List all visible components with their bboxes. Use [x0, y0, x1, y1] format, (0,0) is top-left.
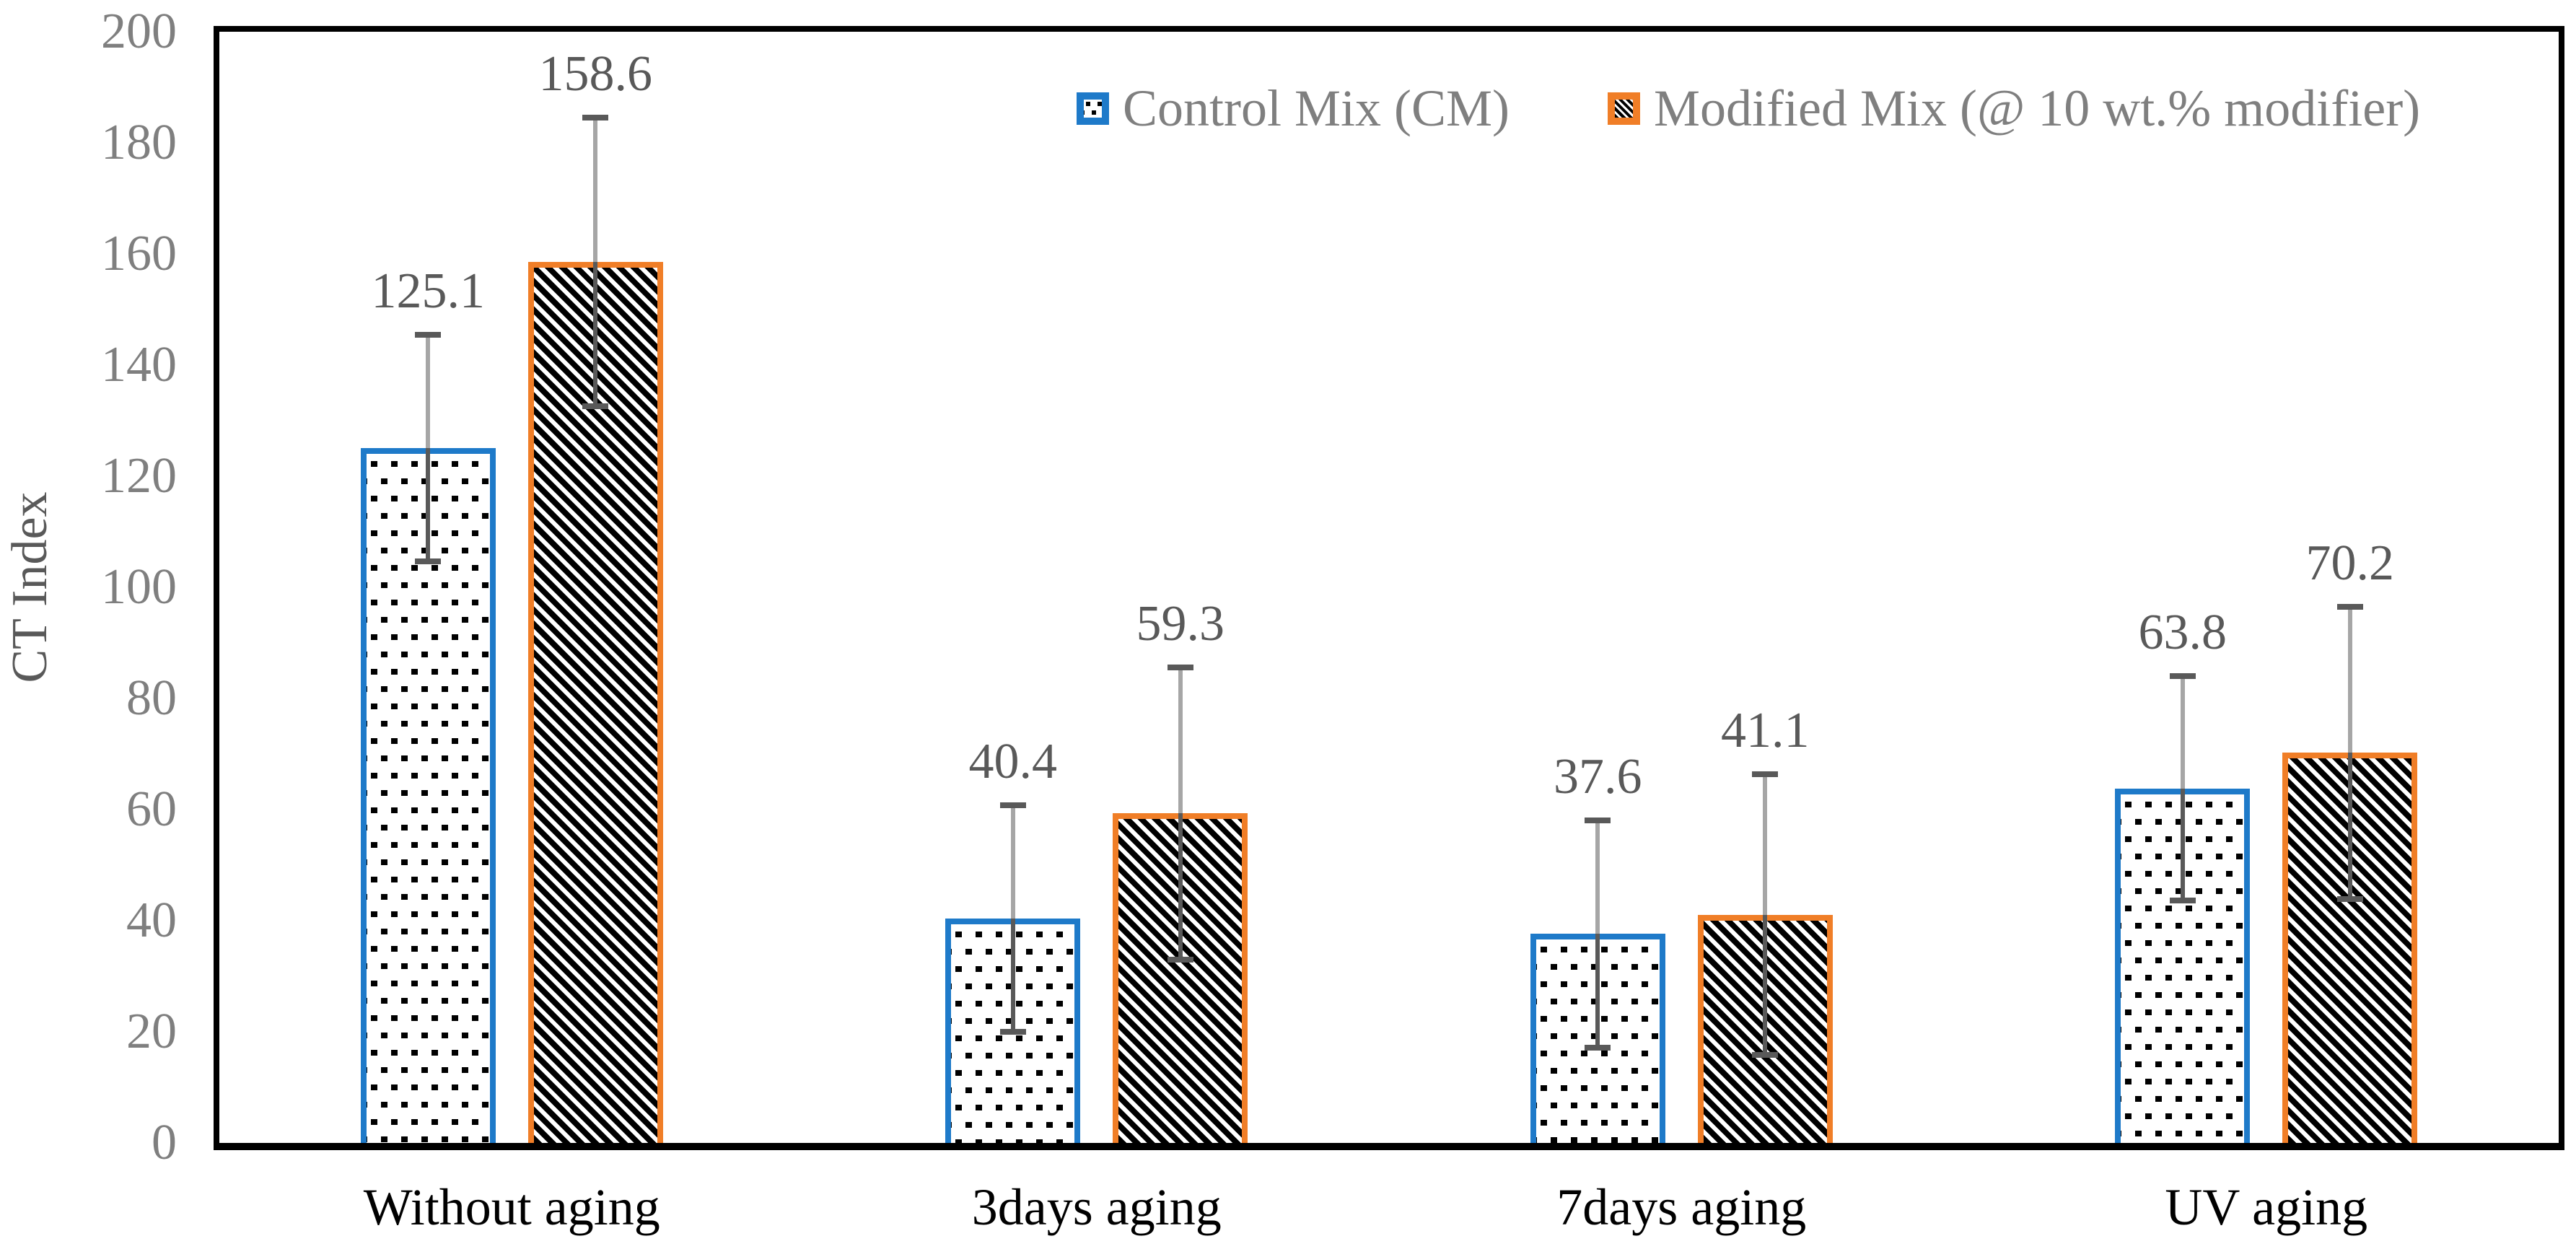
x-axis-category-label: 7days aging — [1556, 1178, 1807, 1236]
error-bar-bottom-cap — [582, 403, 609, 409]
y-axis-tick-label: 20 — [126, 1004, 177, 1059]
data-label: 125.1 — [371, 263, 486, 319]
error-bar-lower-line — [1763, 914, 1768, 1056]
x-axis-category-label: Without aging — [363, 1178, 660, 1236]
legend-key-control-mix — [1077, 92, 1109, 125]
error-bar-top-cap — [2169, 673, 2196, 680]
error-bar-lower-line — [426, 447, 431, 561]
error-bar-top-cap — [415, 331, 442, 338]
x-axis-line — [214, 1143, 2564, 1150]
y-axis-tick-label: 60 — [126, 781, 177, 837]
y-axis-tick-label: 100 — [101, 559, 177, 615]
error-bar-lower-line — [1178, 813, 1183, 960]
error-bar-lower-line — [593, 261, 598, 406]
data-label: 59.3 — [1136, 595, 1225, 652]
error-bar-top-cap — [582, 114, 609, 120]
control-mix-bar — [2115, 788, 2251, 1143]
error-bar-top-cap — [1585, 818, 1611, 824]
y-axis-tick-label: 160 — [101, 226, 177, 281]
error-bar-top-cap — [2336, 603, 2363, 610]
error-bar-lower-line — [2347, 753, 2352, 899]
legend-label: Modified Mix (@ 10 wt.% modifier) — [1654, 79, 2421, 137]
error-bar-bottom-cap — [2169, 898, 2196, 904]
y-axis-tick-label: 180 — [101, 115, 177, 170]
y-axis-tick-label: 0 — [152, 1115, 177, 1170]
x-axis-category-label: 3days aging — [971, 1178, 1222, 1236]
error-bar-upper-line — [593, 117, 598, 262]
y-axis-tick-label: 40 — [126, 893, 177, 948]
data-label: 41.1 — [1721, 702, 1810, 758]
y-axis-tick-label: 140 — [101, 337, 177, 393]
error-bar-bottom-cap — [2336, 895, 2363, 902]
y-axis-tick-label: 80 — [126, 670, 177, 726]
error-bar-lower-line — [1010, 918, 1015, 1032]
error-bar-bottom-cap — [1585, 1044, 1611, 1051]
error-bar-bottom-cap — [999, 1029, 1026, 1035]
error-bar-bottom-cap — [1167, 956, 1193, 963]
error-bar-upper-line — [1178, 667, 1183, 814]
error-bar-top-cap — [1752, 771, 1779, 777]
error-bar-upper-line — [2180, 676, 2185, 789]
error-bar-bottom-cap — [415, 558, 442, 564]
control-mix-bar — [360, 447, 496, 1143]
data-label: 63.8 — [2138, 605, 2227, 661]
legend-key-modified-mix — [1608, 92, 1640, 125]
y-axis-tick-label: 200 — [101, 4, 177, 59]
error-bar-lower-line — [1595, 934, 1600, 1048]
modified-mix-bar — [2282, 753, 2418, 1143]
error-bar-upper-line — [2347, 606, 2352, 753]
plot-area-border — [214, 26, 2564, 1150]
error-bar-upper-line — [1763, 773, 1768, 915]
error-bar-lower-line — [2180, 788, 2185, 901]
error-bar-bottom-cap — [1752, 1052, 1779, 1059]
data-label: 37.6 — [1554, 749, 1642, 805]
x-axis-category-label: UV aging — [2165, 1178, 2368, 1236]
error-bar-top-cap — [999, 802, 1026, 808]
y-axis-tick-label: 120 — [101, 448, 177, 504]
error-bar-upper-line — [1595, 820, 1600, 934]
data-label: 40.4 — [968, 733, 1058, 789]
error-bar-top-cap — [1167, 664, 1193, 670]
data-label: 70.2 — [2305, 535, 2395, 591]
legend-label: Control Mix (CM) — [1123, 79, 1510, 137]
data-label: 158.6 — [538, 45, 653, 102]
error-bar-upper-line — [426, 334, 431, 448]
error-bar-upper-line — [1010, 805, 1015, 919]
